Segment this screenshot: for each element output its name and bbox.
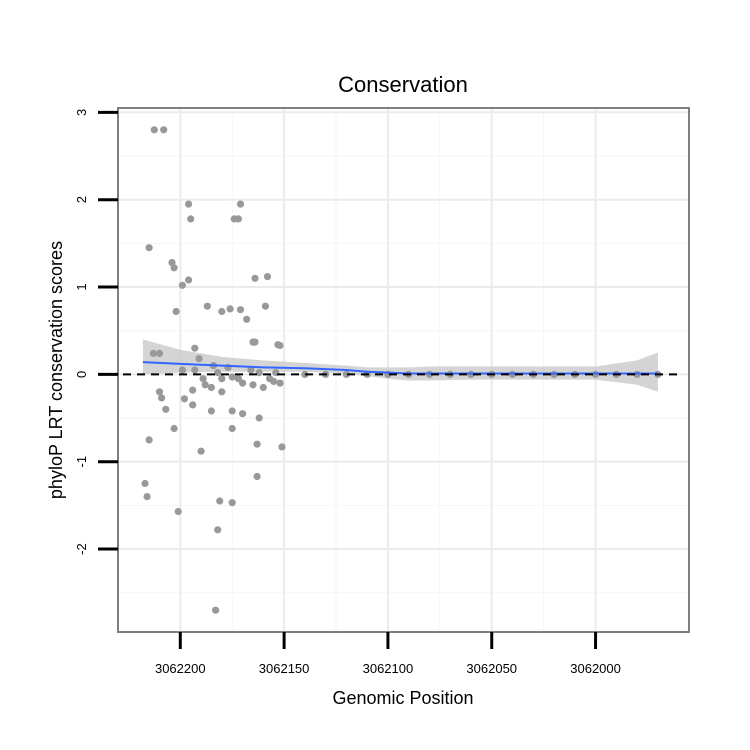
data-point	[253, 440, 261, 448]
data-point	[189, 386, 197, 394]
x-tick-label: 3062150	[259, 661, 310, 676]
y-tick-label: 2	[74, 196, 89, 203]
data-point	[216, 497, 224, 505]
data-point	[228, 499, 236, 507]
data-point	[203, 302, 211, 310]
data-point	[197, 447, 205, 455]
data-point	[207, 407, 215, 415]
confidence-band	[142, 339, 658, 392]
data-point	[172, 307, 180, 316]
data-point	[170, 424, 178, 433]
data-point	[276, 341, 284, 350]
data-point	[247, 366, 255, 374]
data-point	[145, 244, 153, 252]
data-point	[239, 410, 247, 418]
data-point	[218, 388, 226, 396]
y-tick-label: 0	[74, 371, 89, 378]
data-point	[214, 526, 222, 534]
data-point	[187, 215, 195, 223]
data-point	[261, 302, 269, 310]
data-point	[251, 338, 259, 346]
data-point	[243, 315, 251, 323]
data-point	[253, 472, 261, 481]
x-axis-title: Genomic Position	[332, 688, 473, 708]
data-point	[230, 215, 238, 223]
x-tick-label: 3062200	[155, 661, 206, 676]
chart-title: Conservation	[338, 72, 468, 97]
data-point	[145, 436, 153, 444]
y-tick-label: 3	[74, 109, 89, 116]
data-point	[191, 366, 199, 374]
data-point	[189, 401, 197, 409]
data-point	[214, 369, 222, 377]
data-point	[158, 394, 166, 402]
data-point	[191, 344, 199, 352]
data-point	[228, 424, 236, 433]
data-point	[218, 307, 226, 316]
data-points	[141, 126, 662, 614]
data-point	[180, 395, 188, 403]
data-point	[170, 264, 178, 272]
data-point	[143, 493, 151, 501]
data-point	[342, 370, 350, 378]
y-tick-label: 1	[74, 283, 89, 290]
data-point	[259, 383, 267, 392]
data-point	[255, 414, 263, 422]
data-point	[212, 606, 220, 614]
plot-panel-border	[117, 107, 690, 633]
x-tick-label: 3062050	[466, 661, 517, 676]
data-point	[178, 366, 186, 374]
data-point	[276, 379, 284, 387]
data-point	[185, 200, 193, 208]
data-point	[207, 383, 215, 392]
data-point	[150, 126, 158, 134]
data-point	[228, 373, 236, 381]
data-point	[301, 370, 309, 378]
data-point	[239, 379, 247, 387]
data-point	[195, 355, 203, 363]
data-point	[160, 126, 168, 134]
x-tick-label: 3062100	[363, 661, 414, 676]
grid-minor	[118, 108, 689, 632]
data-point	[185, 276, 193, 284]
data-point	[228, 407, 236, 415]
y-tick-label: -1	[74, 456, 89, 468]
data-point	[149, 349, 157, 357]
axis-ticks: 3062200 3062150 3062100 3062050 3062000 3 2 1 0 -…	[74, 109, 621, 676]
data-point	[199, 375, 207, 383]
data-point	[278, 443, 286, 451]
data-point	[201, 381, 209, 389]
data-point	[236, 200, 245, 208]
data-point	[218, 375, 226, 383]
data-point	[155, 349, 164, 357]
data-point	[236, 306, 245, 314]
data-point	[178, 281, 186, 289]
data-point	[155, 388, 164, 396]
data-point	[249, 381, 257, 389]
data-point	[226, 305, 234, 313]
data-point	[141, 479, 149, 488]
y-tick-label: -2	[74, 543, 89, 555]
data-point	[263, 273, 272, 281]
data-point	[162, 405, 170, 413]
data-point	[251, 274, 259, 282]
y-axis-title: phyloP LRT conservation scores	[46, 241, 66, 499]
data-point	[174, 507, 182, 516]
x-tick-label: 3062000	[570, 661, 621, 676]
data-point	[270, 377, 278, 385]
confidence-band-area	[142, 339, 658, 392]
data-point	[255, 369, 263, 377]
